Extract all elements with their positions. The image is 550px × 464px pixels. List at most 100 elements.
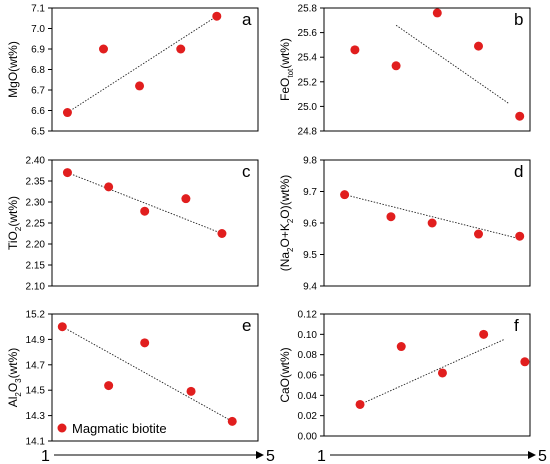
y-tick-label: 0.06	[298, 371, 318, 382]
legend-label: Magmatic biotite	[72, 421, 167, 436]
y-axis-label-part: O	[6, 383, 20, 392]
data-point	[355, 399, 365, 409]
y-tick-label: 9.7	[303, 187, 317, 198]
x-axis-arrow-right: 1 5	[317, 448, 547, 464]
data-point	[479, 329, 489, 339]
y-tick-label: 0.04	[298, 391, 318, 402]
data-point	[176, 44, 186, 54]
y-tick-label: 14.5	[26, 386, 46, 397]
data-point	[515, 111, 525, 121]
y-tick-label: 0.10	[298, 330, 318, 341]
data-point	[135, 81, 145, 91]
y-axis-label-part: Al	[6, 397, 20, 408]
y-axis-label-part: tot	[286, 68, 295, 78]
y-axis-label-part: 2	[14, 392, 23, 397]
y-axis-label: FeOtot(wt%)	[278, 38, 295, 101]
legend-marker	[57, 423, 67, 433]
y-axis-label-part: (Na	[278, 252, 292, 272]
data-point	[350, 45, 360, 55]
panel-f: 0.00 0.02 0.04 0.06 0.08 0.10 0.12 CaO(wt%) f	[278, 310, 531, 443]
panel-letter: a	[242, 10, 252, 29]
panel-letter: b	[514, 10, 523, 29]
y-tick-label: 15.2	[26, 310, 46, 321]
y-tick-label: 6.5	[31, 127, 45, 138]
data-point	[474, 229, 483, 239]
y-tick-label: 2.20	[26, 240, 46, 251]
data-point	[186, 386, 196, 396]
data-point	[427, 218, 437, 228]
legend: Magmatic biotite	[57, 421, 167, 436]
data-point	[396, 342, 406, 352]
data-point	[227, 416, 237, 426]
y-tick-label: 2.15	[26, 261, 46, 272]
panel-d: 9.49.59.69.79.8(Na2O+K2O)(wt%)d	[278, 156, 531, 293]
y-tick-label: 7.1	[31, 4, 45, 15]
x-axis-start-label-right: 1	[317, 448, 326, 464]
y-tick-label: 25.8	[298, 4, 318, 15]
y-tick-label: 0.02	[298, 411, 318, 422]
y-axis-label-part: FeO	[278, 78, 292, 101]
data-point	[104, 381, 114, 391]
y-axis-label-part: (wt%)	[278, 38, 292, 69]
data-point	[437, 368, 447, 378]
x-axis-arrow-left: 1 5	[41, 448, 275, 464]
y-tick-label: 14.3	[26, 411, 46, 422]
data-point	[340, 190, 350, 200]
y-tick-label: 25.2	[298, 77, 318, 88]
trend-line	[67, 15, 218, 113]
data-point	[391, 61, 401, 71]
x-axis-start-label: 1	[41, 448, 50, 464]
data-point	[520, 357, 530, 367]
y-axis-label-part: 2	[14, 226, 23, 231]
plot-frame	[51, 159, 259, 287]
y-axis-label: Al2O3(wt%)	[6, 348, 23, 408]
data-point	[386, 212, 396, 222]
data-point	[104, 182, 114, 192]
panel-letter: c	[242, 162, 251, 181]
y-axis-label-part: O+K	[278, 223, 292, 247]
y-axis-label-part: (wt%)	[6, 348, 20, 379]
y-tick-label: 6.6	[31, 106, 45, 117]
panel-letter: e	[242, 316, 251, 335]
y-tick-label: 9.6	[303, 219, 317, 230]
panel-e: 14.1 14.3 14.5 14.7 14.9 15.2 Al2O3(wt%) e	[6, 310, 259, 448]
y-tick-label: 14.7	[26, 360, 46, 371]
y-tick-label: 7.0	[31, 24, 45, 35]
y-tick-label: 6.8	[31, 65, 45, 76]
data-point	[515, 231, 525, 241]
x-axis-end-label-right: 5	[538, 448, 547, 464]
y-tick-label: 2.30	[26, 198, 46, 209]
arrowhead-right	[528, 451, 536, 459]
y-tick-label: 2.10	[26, 282, 46, 293]
panel-a: 6.5 6.6 6.7 6.8 6.9 7.0 7.1 MgO(wt%) a	[6, 4, 259, 138]
panel-c: 2.10 2.15 2.20 2.25 2.30 2.35 2.40 TiO2(wt%) c	[6, 156, 259, 293]
arrowhead-left	[256, 451, 264, 459]
data-point	[474, 41, 483, 51]
y-tick-label: 14.9	[26, 335, 46, 346]
y-tick-label: 25.0	[298, 102, 318, 113]
data-point	[217, 229, 227, 238]
y-axis-label-part: TiO	[6, 231, 20, 250]
panel-letter: d	[514, 162, 523, 181]
y-tick-label: 25.4	[298, 53, 318, 64]
y-tick-label: 25.6	[298, 28, 318, 39]
plot-frame	[51, 313, 259, 442]
y-axis-label: CaO(wt%)	[278, 347, 292, 402]
panel-b: 24.8 25.0 25.2 25.4 25.6 25.8 FeOtot(wt%) b	[278, 4, 531, 138]
trend-line	[395, 24, 510, 105]
data-point	[57, 322, 67, 332]
y-axis-label-part: O)(wt%)	[278, 175, 292, 219]
y-tick-label: 2.25	[26, 219, 46, 230]
panel-letter: f	[514, 316, 519, 335]
data-point	[140, 338, 150, 348]
data-point	[212, 11, 222, 21]
y-tick-label: 9.4	[303, 282, 317, 293]
data-point	[62, 168, 72, 178]
y-axis-label: TiO2(wt%)	[6, 196, 23, 250]
y-axis-label-part: 2	[286, 218, 295, 223]
y-tick-label: 24.8	[298, 127, 318, 138]
trend-line	[67, 172, 223, 234]
y-tick-label: 2.40	[26, 156, 46, 167]
data-point	[99, 44, 108, 54]
